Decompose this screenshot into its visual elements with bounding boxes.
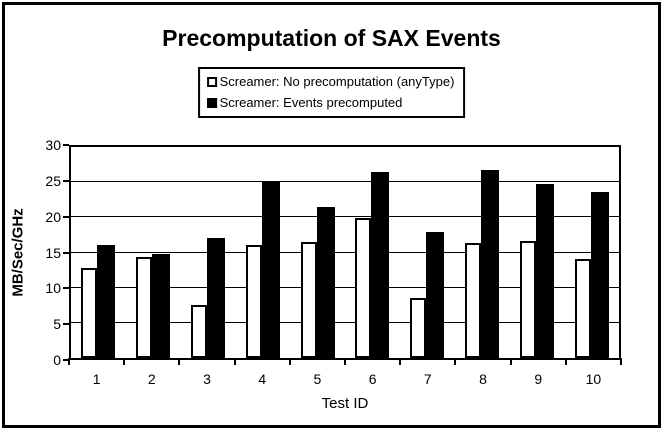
x-tick-mark: [123, 358, 126, 365]
bar-no-precomputation: [410, 298, 427, 358]
bar-events-precomputed: [152, 253, 171, 358]
x-tick-mark: [68, 358, 70, 365]
gridline: [71, 251, 619, 253]
bar-group: [400, 147, 455, 358]
bar-events-precomputed: [590, 192, 609, 358]
y-tick-label: 0: [53, 352, 61, 368]
x-tick-mark: [233, 358, 236, 365]
x-tick-label: 4: [258, 371, 267, 387]
x-tick-label: 7: [423, 371, 432, 387]
x-tick-label: 9: [534, 371, 543, 387]
x-tick-labels: 1 2 3 4 5 6 7 8 9 10: [69, 371, 621, 387]
x-tick-mark: [178, 358, 181, 365]
y-tick-mark: [63, 179, 69, 182]
x-tick-mark: [454, 358, 457, 365]
bar-no-precomputation: [574, 258, 591, 358]
gridlines: [71, 147, 619, 358]
bar-events-precomputed: [480, 170, 499, 358]
x-tick-mark: [344, 358, 346, 365]
legend-label: Screamer: Events precomputed: [219, 95, 403, 110]
gridline: [71, 216, 619, 218]
bar-group: [564, 147, 619, 358]
y-tick-mark: [63, 251, 69, 254]
x-tick-mark: [399, 358, 402, 365]
bar-no-precomputation: [136, 257, 153, 358]
bar-events-precomputed: [371, 172, 390, 358]
bar-events-precomputed: [426, 232, 445, 358]
y-tick-label: 20: [45, 208, 61, 225]
y-tick-mark: [63, 287, 69, 290]
bar-group: [345, 147, 400, 358]
bar-group: [181, 147, 236, 358]
y-tick-label: 15: [45, 244, 61, 261]
bar-group: [235, 147, 290, 358]
legend: Screamer: No precomputation (anyType) Sc…: [197, 67, 466, 118]
y-tick-marks: [63, 144, 69, 361]
bar-no-precomputation: [300, 241, 317, 358]
hollow-square-icon: [206, 76, 217, 87]
y-tick-label: 5: [53, 316, 61, 333]
gridline: [71, 321, 619, 323]
bar-no-precomputation: [81, 267, 98, 358]
bar-events-precomputed: [316, 206, 335, 358]
y-axis-title-text: MB/Sec/GHz: [9, 208, 27, 297]
chart-title: Precomputation of SAX Events: [162, 25, 501, 51]
bar-group: [455, 147, 510, 358]
x-tick-label: 8: [479, 371, 487, 387]
x-tick-mark: [620, 358, 622, 365]
x-tick-label: 1: [92, 371, 101, 387]
bar-events-precomputed: [535, 183, 554, 358]
legend-item-events-precomputed: Screamer: Events precomputed: [206, 95, 455, 110]
bar-group: [509, 147, 564, 358]
bar-no-precomputation: [519, 241, 536, 358]
bar-events-precomputed: [261, 182, 280, 358]
y-tick-labels: 0 5 10 15 20 25 30: [25, 137, 61, 368]
bar-no-precomputation: [464, 243, 481, 358]
x-tick-label: 3: [203, 371, 211, 387]
y-tick-mark: [63, 323, 69, 326]
x-tick-label: 2: [147, 371, 156, 387]
y-tick-label: 10: [45, 280, 61, 297]
bar-events-precomputed: [97, 244, 116, 358]
y-tick-label: 30: [45, 137, 61, 153]
bar-group: [126, 147, 181, 358]
x-tick-label: 5: [313, 371, 322, 387]
plot-area: [69, 145, 621, 360]
bar-groups: [71, 147, 619, 358]
legend-item-no-precomputation: Screamer: No precomputation (anyType): [206, 74, 455, 89]
gridline: [71, 181, 619, 183]
bar-group: [290, 147, 345, 358]
x-tick-label: 6: [368, 371, 377, 387]
bar-group: [71, 147, 126, 358]
gridline: [71, 286, 619, 288]
bar-no-precomputation: [355, 218, 372, 358]
x-tick-mark: [509, 358, 512, 365]
bar-no-precomputation: [190, 305, 207, 358]
bar-events-precomputed: [206, 237, 225, 358]
x-tick-mark: [564, 358, 567, 365]
solid-square-icon: [206, 97, 217, 108]
y-tick-mark: [63, 359, 69, 361]
y-tick-label: 25: [45, 172, 61, 189]
y-tick-mark: [63, 144, 69, 146]
x-tick-label: 10: [585, 371, 602, 387]
legend-label: Screamer: No precomputation (anyType): [219, 74, 455, 89]
bar-no-precomputation: [245, 244, 262, 358]
x-tick-mark: [288, 358, 291, 365]
x-axis-title: Test ID: [321, 395, 369, 412]
y-tick-mark: [63, 215, 69, 218]
x-tick-marks: [68, 358, 622, 365]
